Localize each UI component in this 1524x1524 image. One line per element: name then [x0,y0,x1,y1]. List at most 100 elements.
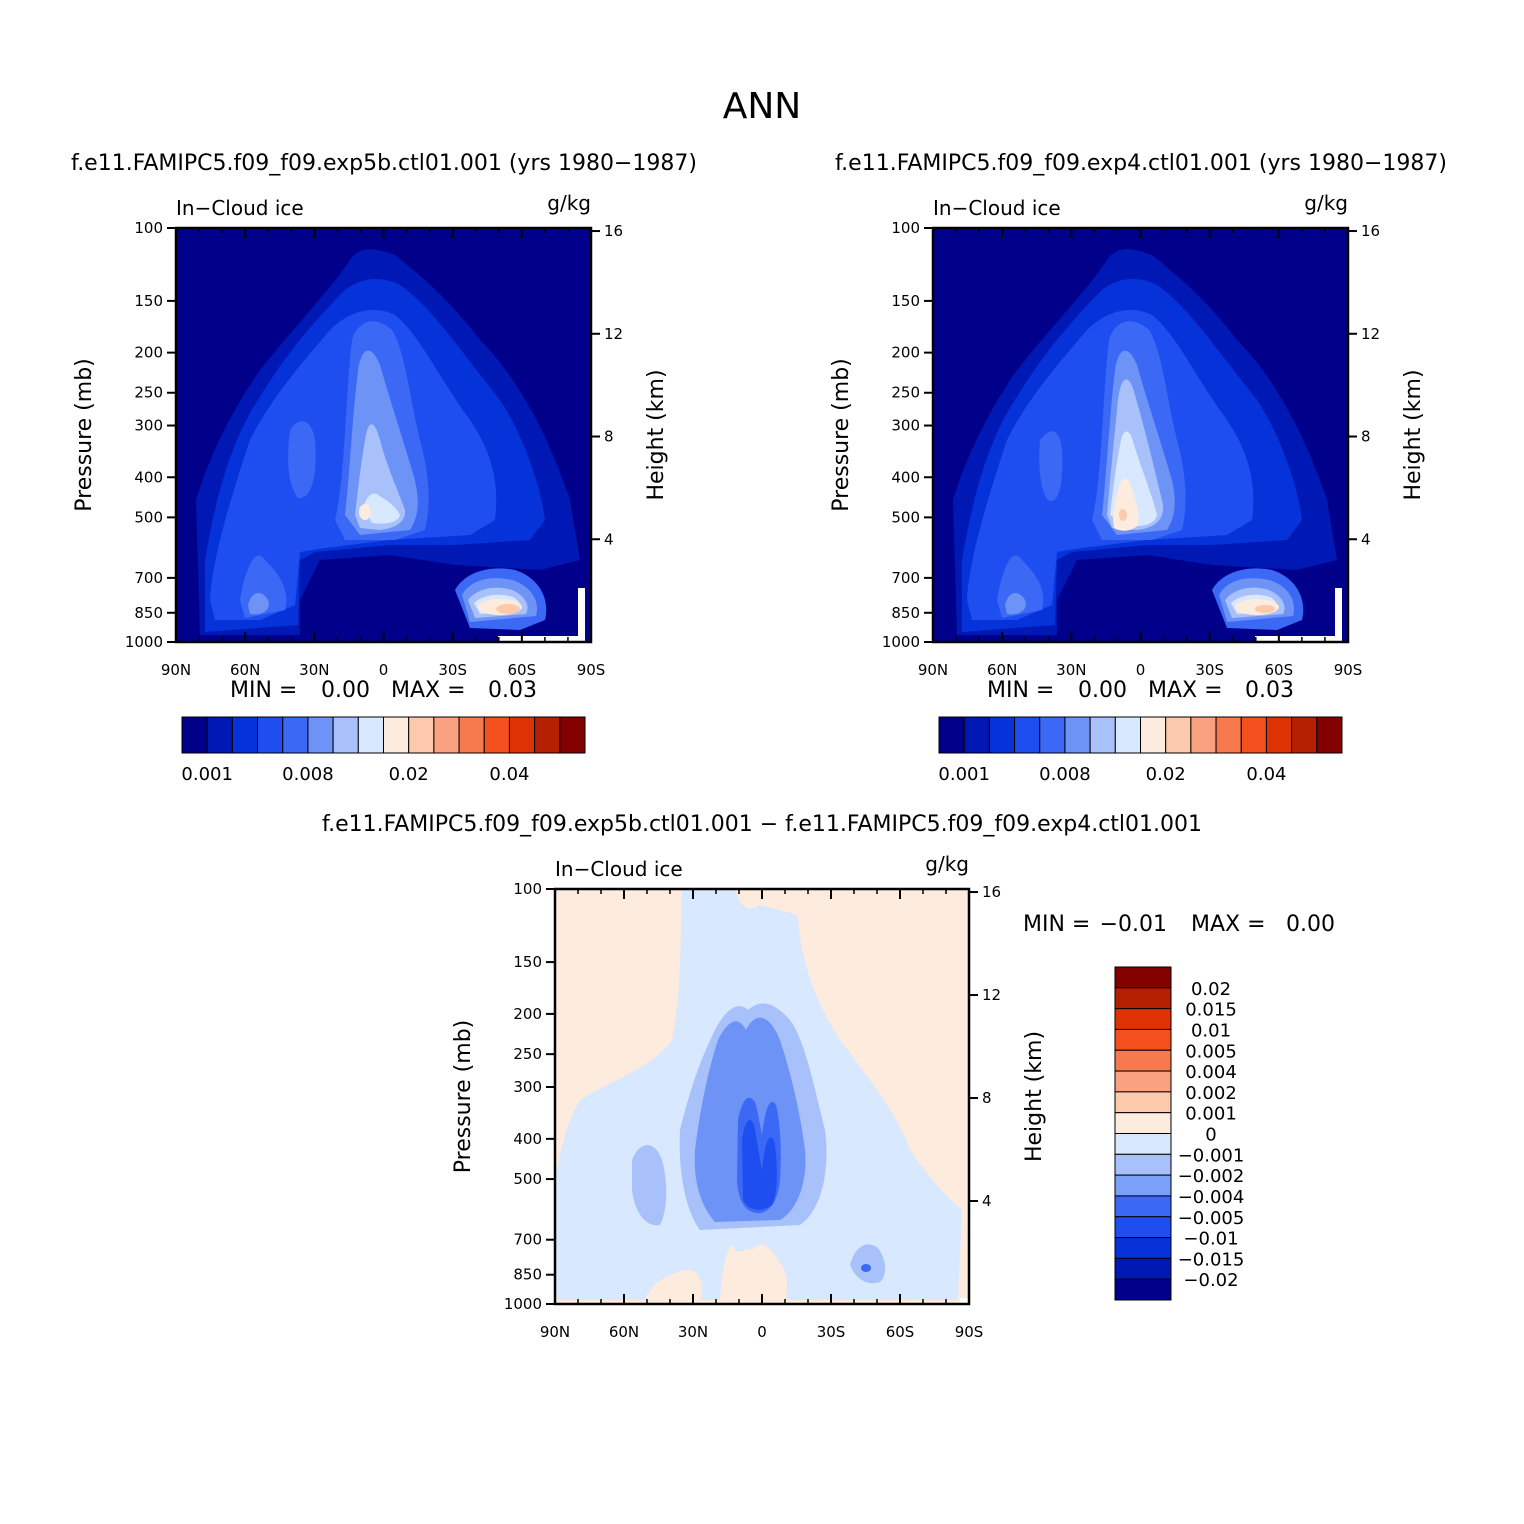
panel-2-y2label: Height (km) [1401,369,1426,500]
panel-2-colorbar-swatch [1165,716,1192,754]
panel-1-colorbar-label: 0.04 [489,764,529,785]
panel-3-colorbar-swatch [1114,1237,1172,1259]
panel-1-max-value: 0.03 [488,678,537,703]
panel-1: In−Cloud ice g/kg [174,191,593,644]
panel-3: In−Cloud ice g/kg MIN = −0.01 MAX = 0.00 [553,852,1335,1306]
panel-2-min-value: 0.00 [1078,678,1127,703]
panel-2-ylabel: Pressure (mb) [829,358,854,512]
panel-3-colorbar-swatch [1114,1008,1172,1030]
panel-3-colorbar-label: −0.004 [1178,1187,1245,1208]
panel-2-colorbar-swatch [938,716,965,754]
panel-3-colorbar-swatch [1114,1153,1172,1176]
figure-title: ANN [723,86,802,127]
panel-2-colorbar-label: 0.04 [1246,764,1286,785]
panel-2-colorbar-label: 0.008 [1039,764,1091,785]
panel-1-ytick-label: 150 [134,292,163,310]
panel-3-min-label: MIN = [1023,912,1090,937]
panel-2-colorbar-swatch [988,716,1016,754]
panel-2-contours [933,228,1348,642]
panel-1-colorbar-swatch [458,716,485,754]
panel-3-colorbar-swatch [1114,1070,1172,1093]
panel-3-colorbar-label: −0.005 [1178,1208,1245,1229]
panel-3-y2tick-label: 8 [982,1089,992,1107]
panel-1-ytick-label: 100 [134,219,163,237]
panel-1-y2tick-label: 8 [604,428,614,446]
panel-2-colorbar-swatch [1089,716,1116,754]
panel-1-colorbar-label: 0.001 [181,764,233,785]
panel-2-units: g/kg [1304,191,1348,215]
panel-1-colorbar-label: 0.02 [389,764,429,785]
panel-3-colorbar-label: −0.02 [1183,1270,1238,1291]
panel-1-ylabel: Pressure (mb) [72,358,97,512]
panel-1-ytick-label: 300 [134,417,163,435]
panel-2-y2tick-label: 8 [1361,428,1371,446]
panel-1-ytick-label: 700 [134,569,163,587]
panel-2-colorbar-label: 0.02 [1146,764,1186,785]
panel-3-colorbar-label: 0.002 [1185,1083,1237,1104]
panel-1-colorbar-swatch [508,716,536,754]
panel-2: In−Cloud ice g/kg [931,191,1350,644]
panel-3-ytick-label: 250 [513,1045,542,1063]
panel-3-colorbar-swatch [1114,1278,1172,1301]
panel-2-ytick-label: 100 [891,219,920,237]
panel-3-colorbar-label: 0.004 [1185,1062,1237,1083]
panel-3-xtick-label: 0 [757,1323,767,1341]
panel-2-colorbar-swatch [1014,716,1041,754]
panel-3-xtick-label: 90N [540,1323,570,1341]
panel-3-ylabel: Pressure (mb) [451,1020,476,1174]
panel-1-colorbar-label: 0.008 [282,764,334,785]
panel-3-xtick-label: 30S [817,1323,846,1341]
panel-3-colorbar-swatch [1114,1112,1172,1134]
panel-3-ytick-label: 300 [513,1078,542,1096]
panel-1-ytick-label: 850 [134,604,163,622]
panel-3-y2tick-label: 16 [982,883,1001,901]
panel-3-xtick-label: 60S [886,1323,915,1341]
panel-2-ytick-label: 150 [891,292,920,310]
panel-1-colorbar-swatch [559,716,586,754]
panel-2-colorbar-swatch [1291,716,1318,754]
panel-3-xtick-label: 60N [609,1323,639,1341]
panel-3-colorbar-swatch [1114,1195,1172,1218]
panel-3-colorbar-swatch [1114,987,1172,1010]
panel-3-xtick-label: 30N [678,1323,708,1341]
panel-1-colorbar-swatch [231,716,259,754]
panel-1-max-label: MAX = [391,678,466,703]
panel-3-min-value: −0.01 [1100,912,1167,937]
panel-1-variable: In−Cloud ice [176,196,304,220]
panel-2-xtick-label: 30S [1195,661,1224,679]
panel-3-ytick-label: 150 [513,953,542,971]
panel-3-ytick-label: 200 [513,1005,542,1023]
panel-1-xtick-label: 0 [379,661,389,679]
panel-3-max-label: MAX = [1191,912,1266,937]
panel-1-min-label: MIN = [230,678,297,703]
panel-2-ytick-label: 200 [891,344,920,362]
panel-1-colorbar-swatch [383,716,410,754]
panel-2-caption: f.e11.FAMIPC5.f09_f09.exp4.ctl01.001 (yr… [835,151,1447,176]
panel-3-colorbar-swatch [1114,1133,1172,1155]
panel-3-max-value: 0.00 [1286,912,1335,937]
panel-1-contours [176,228,591,642]
panel-2-y2tick-label: 4 [1361,530,1371,548]
panel-1-ytick-label: 1000 [125,633,163,651]
panel-1-colorbar-swatch [433,716,460,754]
panel-2-xtick-label: 0 [1136,661,1146,679]
panel-1-y2tick-label: 12 [604,325,623,343]
panel-1-y2tick-label: 4 [604,530,614,548]
panel-2-xtick-label: 30N [1056,661,1086,679]
panel-2-y2tick-label: 16 [1361,222,1380,240]
panel-1-y2label: Height (km) [644,369,669,500]
panel-2-ytick-label: 400 [891,468,920,486]
panel-3-xtick-label: 90S [955,1323,984,1341]
panel-2-ytick-label: 700 [891,569,920,587]
panel-2-colorbar-label: 0.001 [938,764,990,785]
panel-3-colorbar-label: −0.01 [1183,1229,1238,1250]
panel-1-xtick-label: 90S [577,661,606,679]
panel-1-colorbar-swatch [408,716,435,754]
panel-3-colorbar-label: 0 [1205,1125,1216,1146]
panel-1-xtick-label: 90N [161,661,191,679]
panel-1-y2tick-label: 16 [604,222,623,240]
panel-1-colorbar-swatch [357,716,384,754]
panel-3-colorbar-label: 0.015 [1185,1000,1237,1021]
panel-3-y2label: Height (km) [1022,1031,1047,1162]
